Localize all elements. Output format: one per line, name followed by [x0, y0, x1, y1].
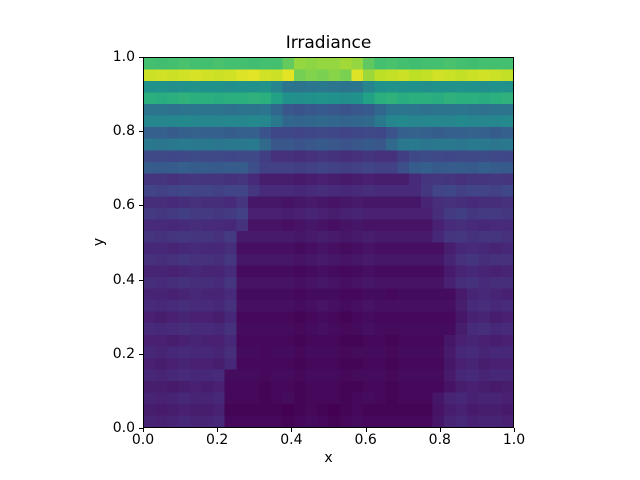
y-tick-mark [139, 57, 143, 58]
y-tick-mark [139, 279, 143, 281]
x-tick-label: 0.0 [131, 432, 155, 448]
x-tick-label: 0.6 [354, 432, 377, 448]
x-tick-mark [217, 428, 219, 432]
x-tick-mark [291, 428, 293, 432]
y-tick-label: 1.0 [112, 49, 135, 65]
y-tick-mark [139, 428, 143, 429]
y-tick-label: 0.2 [112, 345, 135, 362]
y-tick-mark [139, 353, 143, 355]
x-tick-mark [439, 428, 441, 432]
x-tick-label: 0.2 [206, 432, 229, 448]
y-tick-label: 0.0 [112, 420, 135, 436]
x-tick-mark [514, 428, 515, 432]
y-tick-label: 0.8 [112, 123, 135, 140]
y-tick-mark [139, 131, 143, 133]
y-axis-label: y [91, 237, 107, 247]
y-tick-mark [139, 205, 143, 207]
heatmap-image [144, 58, 513, 427]
x-tick-label: 1.0 [502, 432, 526, 448]
chart-title: Irradiance [285, 33, 372, 53]
x-tick-label: 0.8 [428, 432, 451, 448]
x-axis-label: x [324, 450, 333, 466]
y-tick-label: 0.4 [112, 271, 135, 288]
x-tick-label: 0.4 [280, 432, 303, 448]
y-tick-label: 0.6 [112, 197, 135, 214]
x-tick-mark [365, 428, 367, 432]
plot-area [143, 57, 514, 428]
x-tick-mark [143, 428, 144, 432]
